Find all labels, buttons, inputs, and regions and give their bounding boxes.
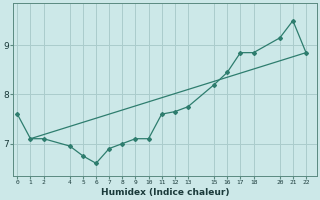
X-axis label: Humidex (Indice chaleur): Humidex (Indice chaleur)	[101, 188, 229, 197]
